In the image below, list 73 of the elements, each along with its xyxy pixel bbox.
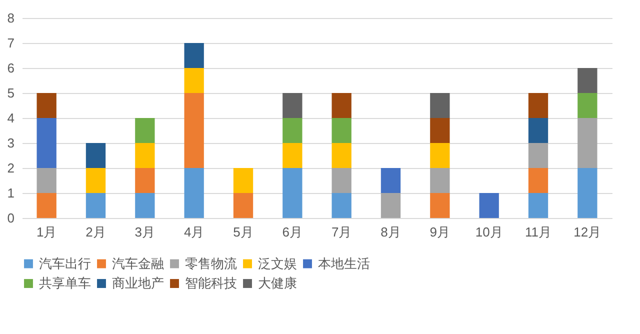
bar bbox=[528, 118, 548, 143]
bar bbox=[578, 168, 598, 218]
legend-label: 共享单车 bbox=[39, 276, 91, 290]
bar bbox=[430, 193, 450, 218]
bar bbox=[135, 118, 155, 143]
bar bbox=[233, 168, 254, 193]
y-tick-label: 2 bbox=[7, 160, 14, 176]
bar bbox=[233, 193, 254, 218]
x-tick-label: 2月 bbox=[86, 224, 106, 240]
bar bbox=[36, 118, 56, 168]
x-tick-label: 3月 bbox=[134, 224, 156, 240]
bar bbox=[430, 143, 450, 168]
legend-label: 零售物流 bbox=[185, 256, 237, 271]
bar bbox=[282, 143, 302, 168]
bar bbox=[36, 93, 56, 118]
bar bbox=[578, 93, 598, 118]
bar bbox=[578, 68, 598, 93]
x-tick-label: 7月 bbox=[331, 224, 352, 240]
bar bbox=[332, 168, 352, 193]
bar bbox=[430, 168, 450, 193]
bar bbox=[184, 43, 204, 68]
x-tick-label: 10月 bbox=[475, 224, 503, 240]
legend-label: 商业地产 bbox=[112, 276, 164, 290]
y-tick-label: 1 bbox=[7, 186, 14, 200]
x-tick-label: 4月 bbox=[184, 224, 204, 240]
bar bbox=[380, 168, 401, 193]
legend-label: 大健康 bbox=[258, 276, 297, 290]
x-tick-label: 12月 bbox=[574, 224, 602, 240]
bar bbox=[430, 93, 450, 118]
bar bbox=[332, 118, 352, 143]
bar bbox=[135, 193, 155, 218]
x-tick-label: 9月 bbox=[430, 224, 450, 240]
bar bbox=[430, 118, 450, 143]
y-tick-label: 6 bbox=[7, 60, 14, 76]
bar bbox=[36, 193, 56, 218]
x-tick-label: 11月 bbox=[525, 224, 552, 240]
bar bbox=[135, 143, 155, 168]
bar bbox=[282, 168, 302, 218]
legend-label: 本地生活 bbox=[318, 256, 370, 271]
y-tick-label: 8 bbox=[7, 10, 14, 26]
bar bbox=[184, 168, 204, 218]
legend-label: 汽车出行 bbox=[39, 256, 91, 271]
bar bbox=[528, 143, 548, 168]
x-tick-label: 5月 bbox=[233, 224, 254, 240]
bar bbox=[332, 93, 352, 118]
x-tick-label: 1月 bbox=[36, 224, 57, 240]
y-tick-label: 0 bbox=[7, 210, 14, 226]
y-tick-label: 5 bbox=[7, 86, 14, 100]
bar bbox=[380, 193, 401, 218]
y-tick-label: 4 bbox=[7, 110, 14, 126]
bar bbox=[332, 193, 352, 218]
bar bbox=[86, 193, 106, 218]
bar bbox=[282, 118, 302, 143]
bar bbox=[184, 68, 204, 93]
x-tick-label: 8月 bbox=[380, 224, 401, 240]
bar bbox=[479, 193, 499, 218]
bar bbox=[86, 143, 106, 168]
bar bbox=[135, 168, 155, 193]
legend-label: 智能科技 bbox=[185, 276, 237, 290]
x-tick-label: 6月 bbox=[282, 224, 303, 240]
bar bbox=[528, 93, 548, 118]
bar bbox=[578, 118, 598, 168]
bar bbox=[184, 93, 204, 168]
legend-label: 泛文娱 bbox=[258, 256, 297, 271]
bar bbox=[528, 193, 548, 218]
bar bbox=[36, 168, 56, 193]
bar bbox=[332, 143, 352, 168]
y-tick-label: 7 bbox=[7, 36, 14, 50]
y-tick-label: 3 bbox=[7, 136, 14, 150]
bar bbox=[86, 168, 106, 193]
legend-label: 汽车金融 bbox=[112, 256, 164, 271]
bar bbox=[528, 168, 548, 193]
bar bbox=[282, 93, 302, 118]
